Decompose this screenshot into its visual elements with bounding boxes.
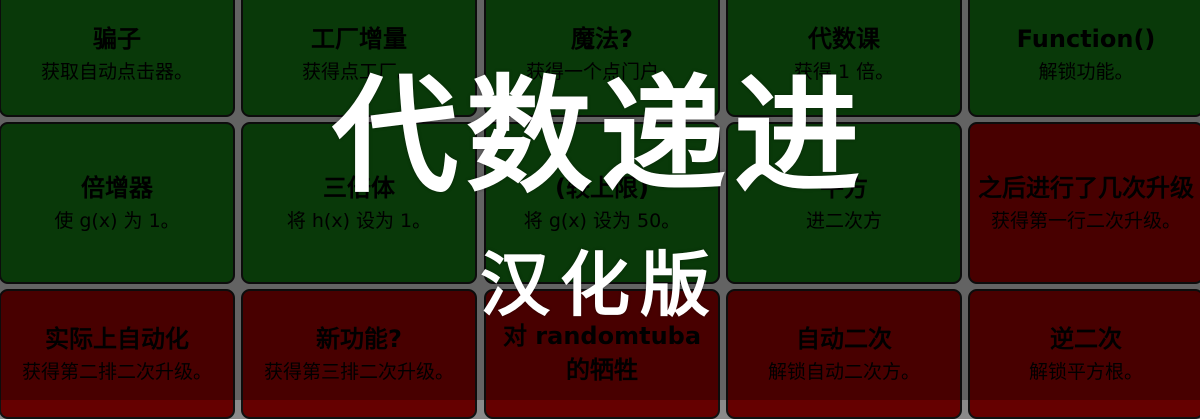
upgrade-title: 骗子	[93, 24, 141, 53]
upgrade-title: Function()	[1016, 24, 1156, 53]
upgrade-content: 代数课获得 1 倍。	[736, 22, 952, 86]
upgrade-title: 逆二次	[1050, 325, 1122, 353]
upgrade-tile[interactable]: 三倍体将 h(x) 设为 1。	[241, 122, 477, 284]
upgrade-tile[interactable]: (较上限) 将 g(x) 设为 50。	[484, 122, 720, 284]
upgrade-tile[interactable]: 工厂增量获得点工厂。	[241, 0, 477, 117]
upgrade-description: 进二次方	[805, 210, 882, 232]
upgrade-description: 获得 1 倍。	[793, 60, 895, 83]
upgrade-content: 平方 进二次方	[736, 171, 952, 235]
upgrade-description: 将 g(x) 设为 50。	[523, 210, 681, 232]
upgrade-description: 获得第二排二次升级。	[21, 361, 212, 383]
upgrade-content: 实际上自动化获得第二排二次升级。	[9, 322, 225, 386]
upgrade-title: 工厂增量	[311, 24, 407, 53]
upgrade-tile[interactable]: 之后进行了几次升级获得第一行二次升级。	[968, 122, 1200, 284]
upgrade-title: 倍增器	[81, 174, 153, 202]
upgrade-title: 三倍体	[323, 174, 395, 202]
upgrade-description: 获得点工厂。	[301, 60, 416, 83]
upgrade-description: 获得第一行二次升级。	[990, 210, 1181, 232]
upgrade-title: 自动二次	[796, 325, 892, 353]
upgrade-description: 将 h(x) 设为 1。	[286, 210, 432, 232]
upgrade-description: 获取自动点击器。	[40, 60, 193, 83]
upgrade-content: 对 randomtuba 的牺牲	[494, 319, 710, 389]
upgrade-tile[interactable]: 倍增器使 g(x) 为 1。	[0, 122, 235, 284]
upgrade-content: 三倍体将 h(x) 设为 1。	[251, 171, 467, 235]
upgrade-description: 解锁自动二次方。	[767, 361, 920, 383]
upgrade-content: 倍增器使 g(x) 为 1。	[9, 171, 225, 235]
upgrade-title: 平方	[820, 174, 868, 202]
upgrade-content: (较上限) 将 g(x) 设为 50。	[494, 171, 710, 235]
upgrade-tile[interactable]: 骗子获取自动点击器。	[0, 0, 235, 117]
upgrade-description: 获得一个点门户。	[525, 60, 678, 83]
upgrade-title: (较上限)	[555, 174, 649, 202]
upgrade-description: 解锁功能。	[1038, 60, 1134, 83]
upgrade-tile[interactable]: 实际上自动化获得第二排二次升级。	[0, 289, 235, 419]
upgrade-content: 骗子获取自动点击器。	[9, 22, 225, 86]
upgrade-tile[interactable]: 代数课获得 1 倍。	[726, 0, 962, 117]
upgrade-title: 代数课	[808, 24, 880, 53]
upgrade-tile[interactable]: 新功能? 获得第三排二次升级。	[241, 289, 477, 419]
upgrade-tile[interactable]: Function() 解锁功能。	[968, 0, 1200, 117]
upgrade-content: 自动二次解锁自动二次方。	[736, 322, 952, 386]
upgrade-content: 之后进行了几次升级获得第一行二次升级。	[978, 171, 1194, 235]
upgrade-content: 新功能? 获得第三排二次升级。	[251, 322, 467, 386]
upgrade-description: 获得第三排二次升级。	[263, 361, 454, 383]
upgrade-content: 逆二次 解锁平方根。	[978, 322, 1194, 386]
upgrade-description: 解锁平方根。	[1028, 361, 1143, 383]
upgrade-tile[interactable]: 自动二次解锁自动二次方。	[726, 289, 962, 419]
upgrade-title: 对 randomtuba 的牺牲	[502, 322, 702, 384]
upgrade-title: 之后进行了几次升级	[978, 174, 1194, 202]
upgrade-content: 工厂增量获得点工厂。	[251, 22, 467, 86]
upgrade-tile[interactable]: 魔法? 获得一个点门户。	[484, 0, 720, 117]
upgrade-title: 实际上自动化	[45, 325, 189, 353]
upgrade-title: 新功能?	[316, 325, 402, 353]
upgrade-title: 魔法?	[571, 24, 633, 53]
upgrade-tile[interactable]: 平方 进二次方	[726, 122, 962, 284]
upgrade-description: 使 g(x) 为 1。	[54, 210, 180, 232]
upgrade-content: 魔法? 获得一个点门户。	[494, 22, 710, 86]
upgrade-content: Function() 解锁功能。	[978, 22, 1194, 86]
